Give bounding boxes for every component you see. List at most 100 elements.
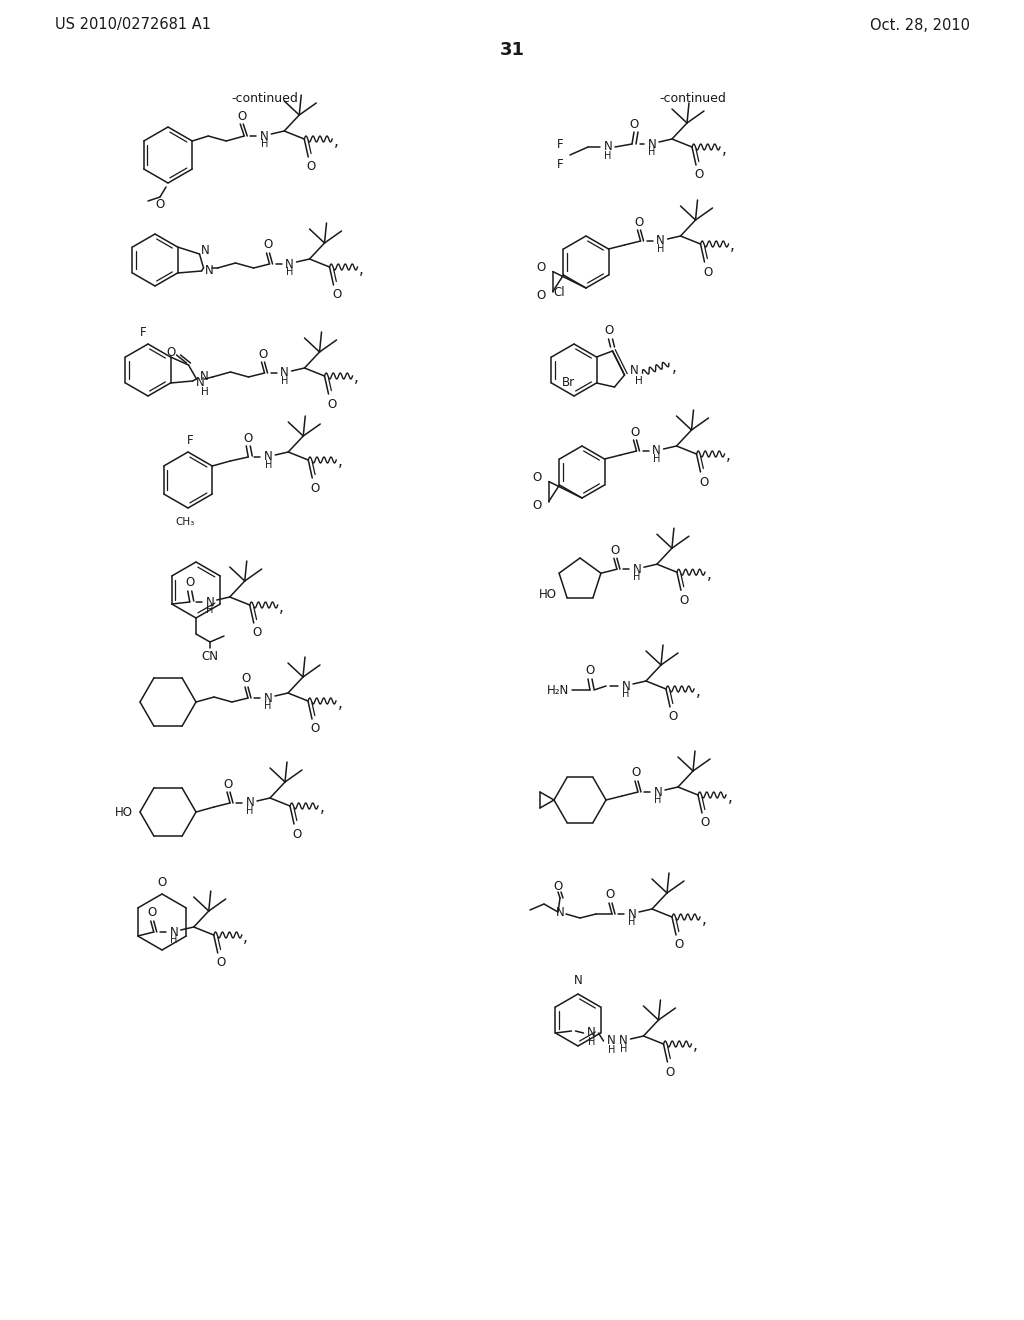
Text: N: N — [201, 244, 210, 257]
Text: N: N — [622, 680, 631, 693]
Text: N: N — [246, 796, 254, 809]
Text: O: O — [537, 261, 546, 275]
Text: N: N — [647, 137, 656, 150]
Text: -continued: -continued — [659, 91, 726, 104]
Text: O: O — [532, 471, 542, 484]
Text: H: H — [654, 795, 662, 805]
Text: O: O — [263, 239, 272, 252]
Text: F: F — [557, 139, 563, 152]
Text: H: H — [281, 376, 288, 385]
Text: N: N — [169, 925, 178, 939]
Text: O: O — [158, 875, 167, 888]
Text: H: H — [206, 605, 213, 615]
Text: O: O — [252, 627, 261, 639]
Text: O: O — [216, 957, 225, 969]
Text: O: O — [327, 397, 336, 411]
Text: N: N — [652, 445, 660, 458]
Text: O: O — [699, 475, 709, 488]
Text: O: O — [702, 265, 712, 279]
Text: H: H — [620, 1044, 627, 1053]
Text: O: O — [675, 939, 684, 952]
Text: HO: HO — [115, 805, 133, 818]
Text: 31: 31 — [500, 41, 524, 59]
Text: H: H — [286, 267, 293, 277]
Text: N: N — [556, 906, 564, 919]
Text: HO: HO — [539, 587, 557, 601]
Text: O: O — [293, 828, 302, 841]
Text: H: H — [656, 244, 665, 253]
Text: O: O — [223, 777, 232, 791]
Text: O: O — [605, 888, 614, 902]
Text: ,: , — [672, 359, 677, 375]
Text: O: O — [310, 482, 319, 495]
Text: O: O — [630, 119, 639, 132]
Text: O: O — [258, 347, 267, 360]
Text: ,: , — [726, 449, 731, 463]
Text: H₂N: H₂N — [547, 684, 569, 697]
Text: N: N — [620, 1035, 628, 1048]
Text: ,: , — [728, 789, 732, 804]
Text: O: O — [586, 664, 595, 677]
Text: N: N — [206, 595, 214, 609]
Text: H: H — [608, 1045, 615, 1055]
Text: N: N — [653, 785, 663, 799]
Text: Oct. 28, 2010: Oct. 28, 2010 — [870, 17, 970, 33]
Text: O: O — [553, 879, 562, 892]
Text: O: O — [310, 722, 319, 735]
Text: H: H — [633, 572, 641, 582]
Text: O: O — [700, 817, 710, 829]
Text: O: O — [666, 1065, 675, 1078]
Text: ,: , — [338, 696, 342, 710]
Text: N: N — [573, 974, 583, 986]
Text: ,: , — [354, 371, 359, 385]
Text: O: O — [306, 161, 315, 173]
Text: ,: , — [701, 912, 707, 927]
Text: O: O — [166, 346, 175, 359]
Text: O: O — [244, 432, 253, 445]
Text: O: O — [238, 110, 247, 123]
Text: ,: , — [319, 800, 325, 816]
Text: Cl: Cl — [554, 286, 565, 300]
Text: O: O — [630, 425, 639, 438]
Text: H: H — [653, 454, 660, 465]
Text: O: O — [147, 907, 157, 920]
Text: H: H — [635, 376, 642, 385]
Text: O: O — [537, 289, 546, 302]
Text: O: O — [634, 215, 643, 228]
Text: O: O — [332, 289, 341, 301]
Text: H: H — [264, 459, 272, 470]
Text: N: N — [197, 376, 205, 389]
Text: ,: , — [693, 1039, 698, 1053]
Text: ,: , — [730, 239, 735, 253]
Text: H: H — [588, 1038, 595, 1047]
Text: O: O — [632, 767, 641, 780]
Text: N: N — [633, 562, 641, 576]
Text: ,: , — [280, 599, 285, 615]
Text: O: O — [185, 577, 195, 590]
Text: US 2010/0272681 A1: US 2010/0272681 A1 — [55, 17, 211, 33]
Text: H: H — [264, 701, 271, 711]
Text: Br: Br — [561, 375, 574, 388]
Text: H: H — [201, 387, 209, 397]
Text: ,: , — [722, 141, 726, 157]
Text: N: N — [656, 235, 665, 248]
Text: H: H — [629, 917, 636, 927]
Text: H: H — [170, 935, 177, 945]
Text: ,: , — [359, 261, 364, 276]
Text: N: N — [630, 364, 639, 378]
Text: O: O — [694, 169, 703, 181]
Text: H: H — [648, 147, 655, 157]
Text: ,: , — [334, 133, 339, 149]
Text: O: O — [156, 198, 165, 211]
Text: N: N — [281, 367, 289, 380]
Text: N: N — [607, 1035, 615, 1048]
Text: CH₃: CH₃ — [175, 517, 195, 527]
Text: N: N — [628, 908, 636, 920]
Text: N: N — [264, 450, 272, 463]
Text: N: N — [285, 257, 294, 271]
Text: O: O — [604, 325, 613, 338]
Text: F: F — [139, 326, 146, 338]
Text: H: H — [247, 807, 254, 816]
Text: ,: , — [338, 454, 343, 470]
Text: N: N — [263, 692, 272, 705]
